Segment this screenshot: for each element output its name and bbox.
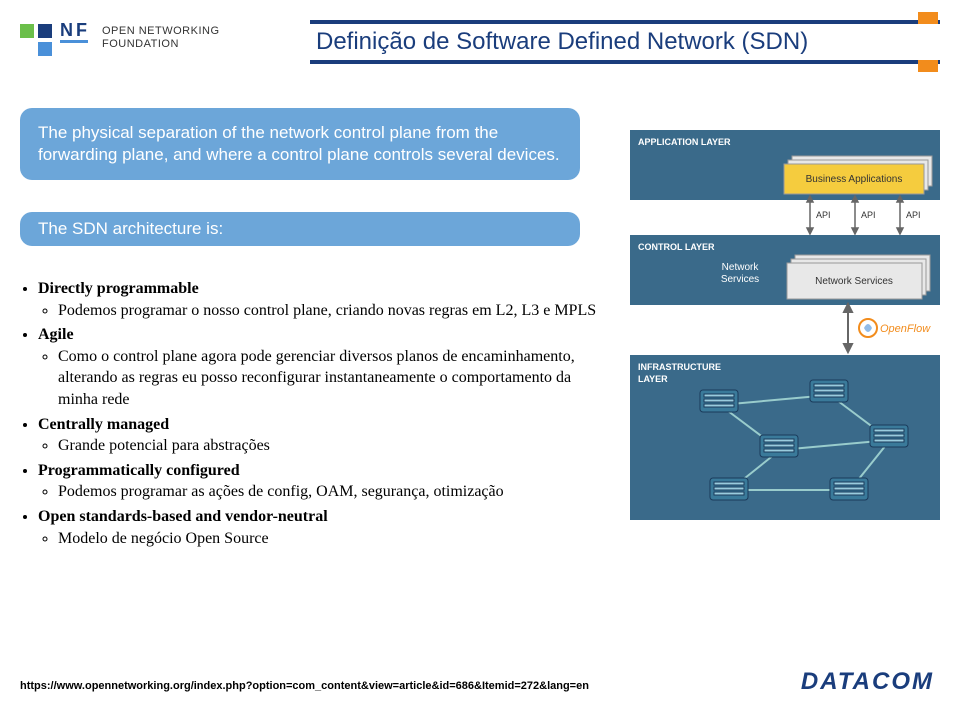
bullet-item: Open standards-based and vendor-neutral M… [38,506,600,549]
app-layer-label: APPLICATION LAYER [638,137,731,147]
bullet-item: Directly programmable Podemos programar o… [38,278,600,321]
api-label-1: API [816,210,831,220]
bullet-subitem: Como o control plane agora pode gerencia… [58,346,600,411]
openflow-label: OpenFlow [880,323,931,335]
network-services-left: Network [722,262,760,273]
bullet-sublabel: Podemos programar o nosso control plane,… [58,302,596,319]
bullet-sublabel: Grande potencial para abstrações [58,437,270,454]
slide-title: Definição de Software Defined Network (S… [316,28,808,56]
architecture-heading-box: The SDN architecture is: [20,212,580,246]
bullet-sublabel: Modelo de negócio Open Source [58,530,269,547]
bullet-sublabel: Como o control plane agora pode gerencia… [58,348,575,408]
control-layer-label: CONTROL LAYER [638,242,715,252]
title-accent-top [918,12,938,24]
svg-text:N: N [60,20,73,40]
title-bar: Definição de Software Defined Network (S… [310,20,940,64]
logo-text: OPEN NETWORKING FOUNDATION [102,25,220,51]
bullet-content: Directly programmable Podemos programar o… [20,278,600,552]
bullet-item: Centrally managed Grande potencial para a… [38,414,600,457]
datacom-logo: DATACOM [801,668,934,696]
bullet-label: Centrally managed [38,416,169,433]
svg-text:LAYER: LAYER [638,374,668,384]
svg-text:Services: Services [721,274,759,285]
bullet-item: Agile Como o control plane agora pode ger… [38,324,600,410]
bullet-label: Programmatically configured [38,462,240,479]
biz-app-label: Business Applications [806,174,903,185]
svg-text:F: F [76,20,87,40]
bullet-label: Open standards-based and vendor-neutral [38,508,328,525]
slide: N F OPEN NETWORKING FOUNDATION Definição… [0,0,960,714]
bullet-label: Directly programmable [38,280,199,297]
title-accent-bottom [918,60,938,72]
bullet-item: Programmatically configured Podemos progr… [38,460,600,503]
api-label-2: API [861,210,876,220]
sdn-diagram: APPLICATION LAYER Business Applications … [630,130,940,525]
architecture-heading: The SDN architecture is: [38,219,223,238]
infra-layer-label: INFRASTRUCTURE [638,362,721,372]
onf-logo: N F OPEN NETWORKING FOUNDATION [20,18,220,58]
logo-line2: FOUNDATION [102,38,220,51]
footer-url: https://www.opennetworking.org/index.php… [20,680,589,692]
bullet-label: Agile [38,326,74,343]
bullet-sublabel: Podemos programar as ações de config, OA… [58,483,504,500]
api-label-3: API [906,210,921,220]
bullet-subitem: Modelo de negócio Open Source [58,528,600,550]
definition-text: The physical separation of the network c… [38,122,562,166]
bullet-subitem: Grande potencial para abstrações [58,435,600,457]
bullet-subitem: Podemos programar o nosso control plane,… [58,300,600,322]
bullet-subitem: Podemos programar as ações de config, OA… [58,481,600,503]
network-services-right: Network Services [815,276,893,287]
logo-line1: OPEN NETWORKING [102,25,220,38]
definition-box: The physical separation of the network c… [20,108,580,180]
onf-logo-icon: N F [20,18,92,58]
